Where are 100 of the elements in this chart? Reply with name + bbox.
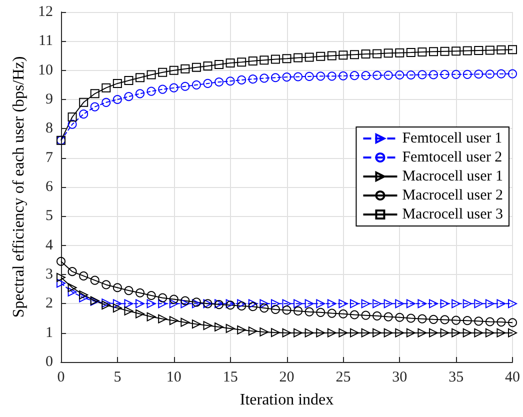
point: [192, 320, 201, 329]
y-tick-label: 8: [46, 120, 53, 137]
point: [508, 69, 517, 78]
point: [316, 52, 326, 61]
point: [474, 70, 484, 79]
point: [418, 314, 427, 324]
point: [214, 322, 224, 332]
point: [485, 46, 494, 55]
point: [237, 299, 246, 308]
x-tick-label: 5: [114, 370, 122, 386]
point: [418, 328, 427, 338]
point: [406, 48, 416, 58]
point: [260, 299, 269, 308]
point: [270, 54, 280, 64]
point: [124, 76, 134, 86]
point: [452, 299, 461, 308]
point: [440, 46, 450, 56]
legend-label: Femtocell user 1: [402, 130, 502, 146]
y-tick-label: 12: [38, 4, 53, 20]
point: [282, 299, 292, 308]
legend-label: Macrocell user 1: [402, 168, 504, 184]
point: [440, 328, 450, 338]
point: [462, 299, 472, 308]
point: [294, 306, 303, 316]
point: [79, 293, 88, 302]
x-axis-title: Iteration index: [240, 392, 334, 408]
point: [474, 46, 484, 55]
point: [180, 64, 190, 74]
point: [452, 316, 461, 325]
point: [180, 82, 190, 91]
point: [158, 293, 168, 302]
point: [462, 46, 472, 56]
point: [474, 328, 484, 338]
point: [304, 299, 314, 308]
point: [124, 299, 134, 308]
y-tick-label: 1: [46, 324, 53, 341]
legend-label: Macrocell user 2: [402, 188, 504, 204]
point: [338, 71, 348, 80]
point: [440, 315, 450, 324]
point: [192, 62, 201, 72]
point: [102, 280, 111, 290]
point: [112, 283, 122, 292]
point: [237, 58, 246, 67]
point: [124, 286, 134, 296]
point: [406, 314, 416, 323]
point: [508, 328, 517, 338]
point: [418, 299, 427, 308]
point: [102, 98, 111, 107]
point: [361, 328, 370, 338]
point: [90, 89, 100, 98]
y-tick-label: 9: [46, 92, 53, 108]
point: [406, 328, 416, 338]
point: [372, 49, 382, 58]
point: [146, 299, 156, 308]
point: [372, 70, 382, 80]
point: [237, 302, 246, 310]
point: [226, 324, 235, 333]
point: [316, 328, 326, 338]
point: [158, 84, 168, 94]
point: [327, 328, 336, 338]
point: [372, 299, 382, 308]
point: [169, 66, 178, 75]
point: [282, 54, 292, 64]
point: [136, 89, 145, 98]
point: [485, 70, 494, 79]
point: [56, 256, 66, 266]
point: [338, 299, 348, 308]
point: [169, 83, 178, 92]
point: [282, 72, 292, 82]
point: [124, 92, 134, 102]
point: [462, 316, 472, 326]
point: [112, 78, 122, 88]
point: [496, 328, 506, 338]
point: [485, 328, 494, 338]
point: [112, 304, 122, 313]
point: [79, 110, 88, 119]
point: [428, 70, 438, 80]
point: [440, 299, 450, 308]
point: [304, 72, 314, 81]
point: [338, 50, 348, 60]
point: [68, 112, 77, 122]
point: [384, 70, 393, 80]
y-tick-label: 11: [38, 33, 53, 50]
point: [440, 70, 450, 79]
legend-label: Macrocell user 3: [402, 206, 504, 222]
point: [124, 306, 134, 316]
point: [248, 299, 258, 308]
point: [327, 308, 336, 318]
point: [304, 52, 314, 62]
point: [68, 283, 77, 292]
point: [169, 299, 178, 308]
point: [428, 314, 438, 324]
point: [384, 328, 393, 338]
point: [395, 299, 404, 308]
point: [282, 328, 292, 338]
point: [136, 309, 145, 318]
point: [395, 70, 404, 80]
point: [112, 299, 122, 308]
point: [226, 76, 235, 86]
point: [294, 53, 303, 62]
